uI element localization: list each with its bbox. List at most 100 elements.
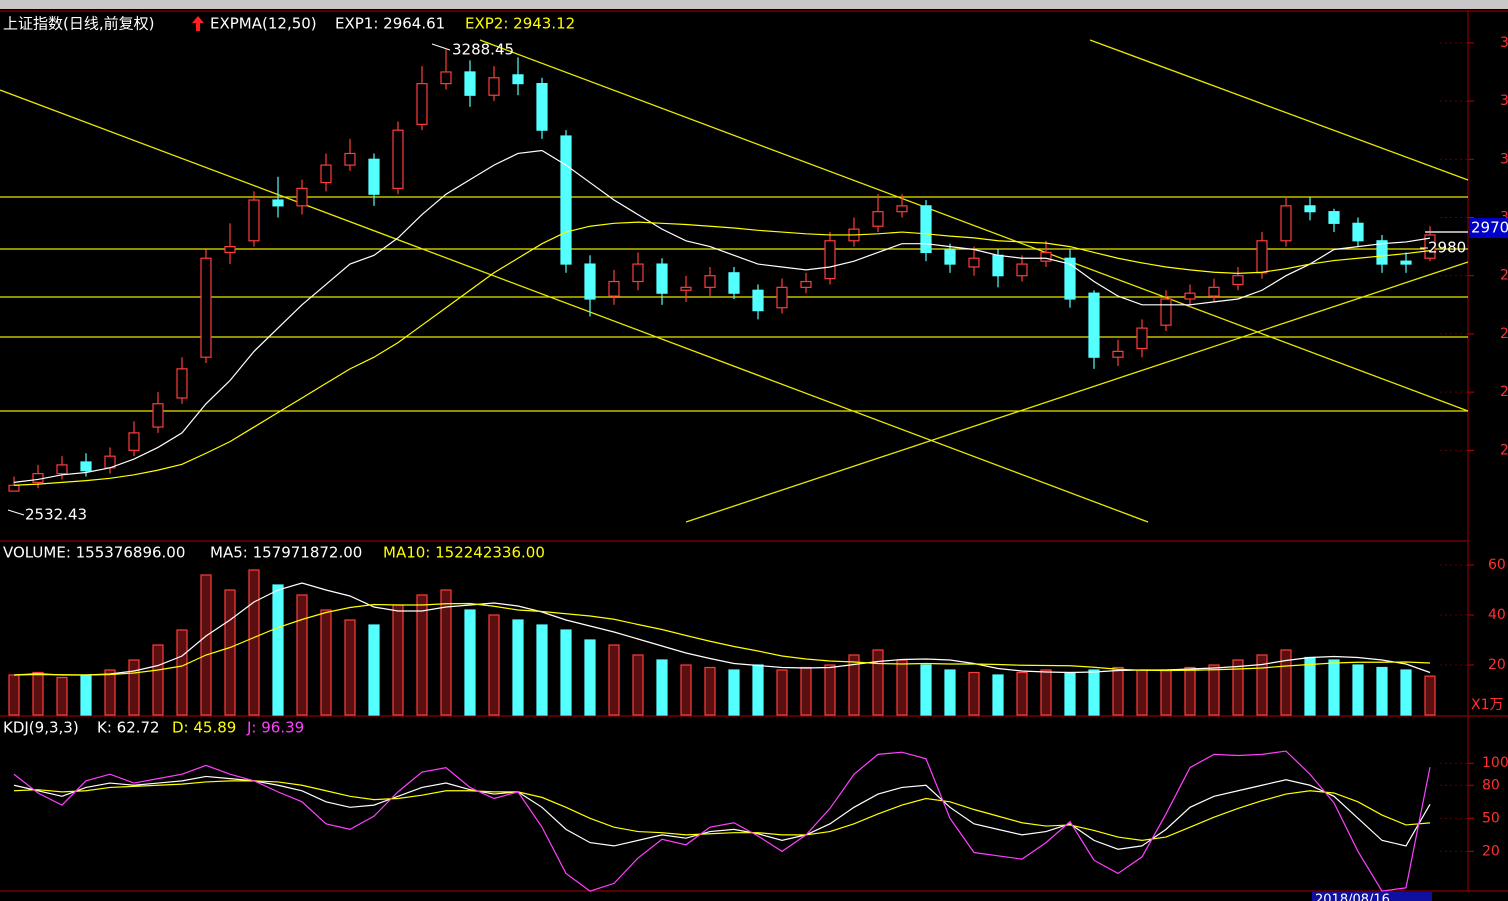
- volume-bar: [1376, 666, 1388, 716]
- legend-entry: EXP2: 2943.12: [465, 15, 575, 33]
- candle-body: [632, 263, 644, 283]
- volume-bar: [536, 624, 548, 716]
- candle-body: [968, 257, 980, 268]
- y-tick-label: 3000: [1500, 209, 1508, 225]
- panel-title: VOLUME: 155376896.00: [3, 544, 185, 562]
- candle-body: [1160, 298, 1172, 326]
- candle-body: [1112, 350, 1124, 358]
- candle-body: [176, 368, 188, 399]
- volume-bar: [752, 664, 764, 716]
- volume-bar: [920, 664, 932, 716]
- volume-bar: [56, 676, 68, 716]
- candle-body: [1376, 240, 1388, 265]
- volume-bar: [1328, 659, 1340, 716]
- volume-bar: [296, 594, 308, 716]
- volume-bar: [1256, 654, 1268, 716]
- y-tick-label: 100: [1482, 755, 1508, 771]
- volume-bar: [440, 589, 452, 716]
- candle-body: [1136, 327, 1148, 350]
- legend-entry: EXP1: 2964.61: [335, 15, 445, 33]
- volume-bar: [1040, 669, 1052, 716]
- volume-bar: [776, 669, 788, 716]
- line: [13, 149, 1431, 483]
- volume-bar: [80, 674, 92, 716]
- annotation-pointer: [431, 43, 451, 51]
- trend-lines: [0, 39, 1469, 523]
- candle-body: [1208, 286, 1220, 297]
- candle-body: [488, 77, 500, 96]
- legend-entry: MA5: 157971872.00: [210, 544, 362, 562]
- volume-bar: [32, 671, 44, 716]
- volume-bar: [104, 669, 116, 716]
- y-tick-label: 40: [1488, 607, 1506, 623]
- candle-body: [680, 286, 692, 291]
- candle-body: [272, 199, 284, 207]
- cursor-date-box: [1312, 892, 1432, 901]
- candle-body: [32, 473, 44, 483]
- candle-body: [776, 286, 788, 309]
- high-annotation: 3288.45: [452, 41, 514, 59]
- signal-icon: [192, 16, 204, 31]
- volume-bar: [1064, 671, 1076, 716]
- candle-body: [8, 484, 20, 492]
- candle-body: [248, 199, 260, 242]
- volume-bar: [1424, 675, 1436, 716]
- volume-bar: [728, 669, 740, 716]
- candle-body: [128, 432, 140, 451]
- volume-bar: [632, 654, 644, 716]
- candle-body: [896, 205, 908, 213]
- candle-body: [944, 248, 956, 265]
- volume-bar: [1184, 666, 1196, 716]
- candle-body: [1016, 263, 1028, 277]
- candle-body: [1232, 275, 1244, 286]
- volume-bar: [968, 671, 980, 716]
- unit-label: X1万: [1471, 697, 1504, 713]
- line: [13, 221, 1431, 486]
- chart-title: 上证指数(日线,前复权): [3, 15, 154, 33]
- volume-bar: [584, 639, 596, 716]
- line: [13, 582, 1431, 676]
- candle-body: [344, 152, 356, 166]
- candle-body: [1352, 222, 1364, 242]
- candle-body: [416, 83, 428, 125]
- volume-bar: [416, 594, 428, 716]
- line: [13, 780, 1431, 841]
- volume-bar: [512, 619, 524, 716]
- candle-body: [464, 71, 476, 96]
- candle-body: [440, 71, 452, 85]
- volume-bar: [200, 574, 212, 716]
- line: [13, 602, 1431, 676]
- y-tick-label: 80: [1482, 777, 1500, 793]
- candle-body: [752, 289, 764, 312]
- candle-body: [1304, 205, 1316, 213]
- y-tick-label: 2600: [1500, 442, 1508, 458]
- y-tick-label: 50: [1482, 810, 1500, 826]
- candle-body: [56, 464, 68, 475]
- volume-bar: [248, 569, 260, 716]
- y-tick-label: 2800: [1500, 326, 1508, 342]
- volume-bar: [1088, 669, 1100, 716]
- candle-body: [536, 83, 548, 131]
- volume-bar: [824, 664, 836, 716]
- candle-body: [296, 187, 308, 207]
- volume-bar: [608, 644, 620, 716]
- candle-body: [824, 240, 836, 280]
- candle-body: [584, 263, 596, 300]
- volume-bar: [1160, 669, 1172, 716]
- cursor-date: 2018/08/16: [1315, 893, 1390, 901]
- volume-bar: [320, 609, 332, 716]
- y-tick-label: 3100: [1500, 151, 1508, 167]
- y-tick-label: 2900: [1500, 268, 1508, 284]
- candle-body: [392, 129, 404, 189]
- toolbar-strip: [0, 0, 1508, 9]
- panel-frames: [0, 10, 1508, 892]
- panel-title: KDJ(9,3,3): [3, 719, 79, 737]
- volume-bar: [224, 589, 236, 716]
- candle-body: [1400, 260, 1412, 265]
- candle-body: [1424, 234, 1436, 259]
- candle-body: [656, 263, 668, 294]
- line: [13, 750, 1431, 892]
